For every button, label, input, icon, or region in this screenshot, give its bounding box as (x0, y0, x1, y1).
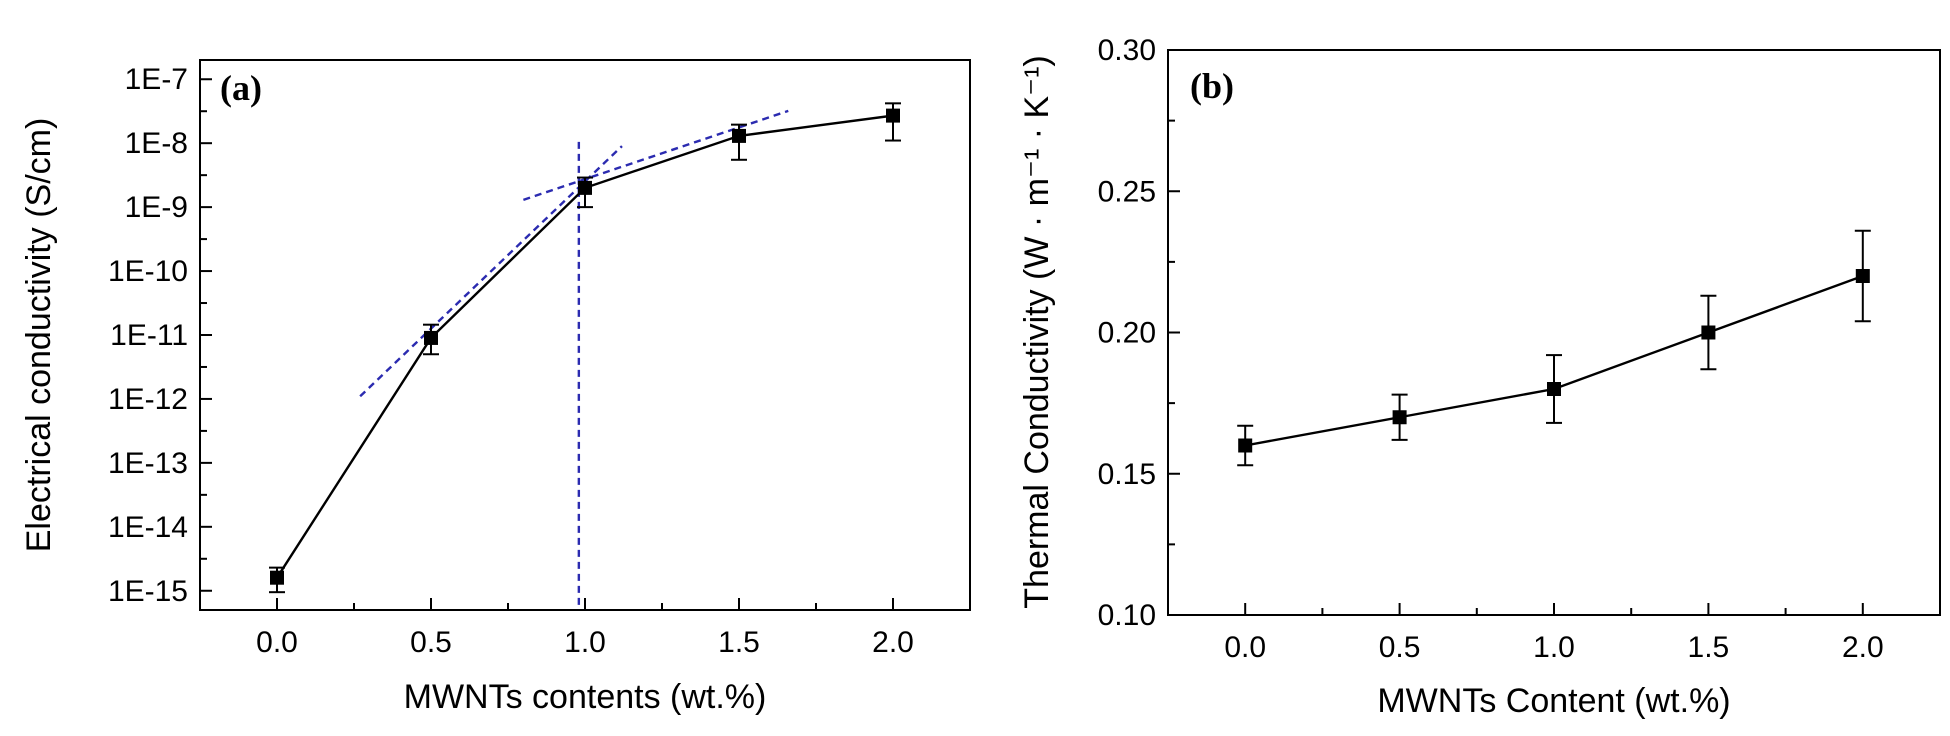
x-tick-label: 0.0 (256, 626, 298, 659)
data-point-marker (1855, 269, 1870, 283)
panel-b-series (1237, 229, 1871, 467)
y-tick-label: 1E-8 (125, 127, 188, 160)
y-tick-label: 1E-9 (125, 191, 188, 224)
data-point-marker (578, 180, 592, 195)
data-point-marker (1392, 410, 1407, 425)
y-tick-label: 0.10 (1098, 599, 1156, 632)
data-point-marker (1238, 438, 1253, 453)
data-point-marker (886, 108, 900, 123)
y-tick-label: 0.15 (1098, 458, 1156, 491)
x-tick-label: 2.0 (872, 626, 914, 659)
data-point-marker (424, 330, 438, 345)
panel-b-label: (b) (1190, 66, 1234, 106)
data-point-marker (270, 570, 284, 585)
percolation-fit-high-line (523, 109, 789, 201)
x-tick-label: 1.5 (1688, 631, 1730, 664)
y-tick-label: 0.20 (1098, 317, 1156, 350)
x-tick-label: 1.0 (1533, 631, 1575, 664)
x-tick-label: 0.5 (410, 626, 452, 659)
panel-a-x-axis-title: MWNTs contents (wt.%) (404, 678, 767, 716)
y-tick-label: 1E-14 (108, 511, 188, 544)
y-tick-label: 1E-13 (108, 447, 188, 480)
x-tick-label: 0.0 (1224, 631, 1266, 664)
panel-b-ticks: 0.0 0.5 1.0 1.5 2.0 0.10 0.15 0.20 0.25 0.30 (1098, 34, 1941, 664)
y-tick-label: 1E-10 (108, 255, 188, 288)
x-tick-label: 1.5 (718, 626, 760, 659)
y-tick-label: 1E-11 (110, 319, 188, 352)
data-point-marker (1701, 325, 1716, 340)
panel-b-plot-frame (1167, 49, 1941, 616)
y-tick-label: 1E-15 (108, 575, 188, 608)
y-tick-label: 1E-12 (108, 383, 188, 416)
y-tick-label: 0.25 (1098, 175, 1156, 208)
data-point-marker (1547, 382, 1561, 396)
panel-a-label: (a) (220, 68, 262, 108)
panel-a-ticks: 0.0 0.5 1.0 1.5 2.0 1E-15 1E-14 1E-13 1E-12 1E-11… (108, 63, 971, 659)
x-tick-label: 1.0 (564, 626, 606, 659)
panel-a-y-axis-title: Electrical conductivity (S/cm) (20, 118, 58, 553)
panel-a-electrical-conductivity: 0.0 0.5 1.0 1.5 2.0 1E-15 1E-14 1E-13 1E-12 1E-11… (20, 59, 971, 716)
data-point-marker (732, 128, 746, 143)
y-tick-label: 1E-7 (125, 63, 188, 96)
panel-b-y-axis-title: Thermal Conductivity (W · m⁻¹ · K⁻¹) (1018, 55, 1056, 608)
y-tick-label: 0.30 (1098, 34, 1156, 67)
panel-b-x-axis-title: MWNTs Content (wt.%) (1377, 682, 1730, 720)
panel-b-thermal-conductivity: 0.0 0.5 1.0 1.5 2.00.100.150.200.250.30 (b) … (1018, 34, 1941, 720)
x-tick-label: 2.0 (1842, 631, 1884, 664)
panel-a-guide-lines (359, 109, 789, 605)
x-tick-label: 0.5 (1379, 631, 1421, 664)
panel-a-plot-frame (199, 59, 971, 611)
panel-a-series (269, 102, 901, 594)
